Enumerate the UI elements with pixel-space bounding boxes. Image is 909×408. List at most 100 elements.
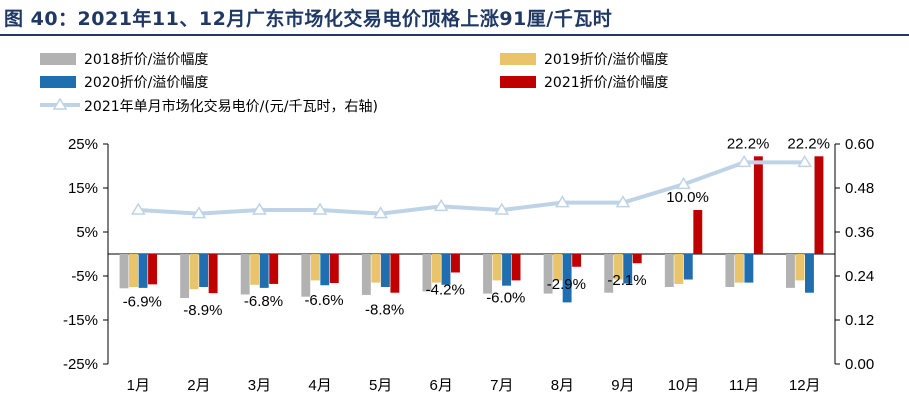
- data-label-4月: -6.6%: [304, 292, 343, 309]
- price-marker-7月: [494, 202, 510, 215]
- bar-2018-9月: [604, 254, 614, 293]
- bar-2020-6月: [441, 254, 451, 285]
- title-rule: [0, 34, 909, 36]
- bar-2020-8月: [562, 254, 572, 303]
- bar-2018-12月: [786, 254, 795, 288]
- data-label-5月: -8.8%: [365, 302, 404, 319]
- x-tick-label: 7月: [490, 377, 513, 394]
- bar-2018-7月: [483, 254, 492, 294]
- price-marker-5月: [373, 206, 388, 219]
- price-marker-2月: [191, 206, 207, 219]
- right-tick-label: 0.36: [845, 224, 874, 241]
- bar-2018-8月: [543, 254, 553, 294]
- bar-2018-2月: [180, 254, 190, 298]
- bar-2019-8月: [553, 254, 563, 281]
- bar-2020-10月: [683, 254, 693, 280]
- bar-2021-3月: [269, 254, 279, 284]
- x-tick-label: 1月: [127, 377, 150, 394]
- data-label-2月: -8.9%: [183, 302, 222, 319]
- x-tick-label: 5月: [369, 377, 392, 394]
- legend-swatch-3: [500, 76, 536, 88]
- legend-label-0: 2018折价/溢价幅度: [84, 52, 208, 68]
- bar-2021-8月: [572, 254, 582, 267]
- bar-2021-9月: [632, 254, 642, 264]
- data-label-12月: 22.2%: [787, 135, 830, 152]
- bar-2019-1月: [129, 254, 138, 287]
- x-tick-label: 12月: [789, 377, 821, 394]
- bar-2021-10月: [693, 210, 703, 254]
- legend-marker-triangle: [52, 97, 68, 110]
- chart-data-labels: -6.9% -8.9% -6.8% -6.6% -8.8% -4.2% -6.0% -2.9%…: [123, 135, 830, 319]
- data-label-7月: -6.0%: [486, 289, 525, 306]
- left-tick-label: 5%: [76, 224, 98, 241]
- right-tick-label: 0.24: [845, 268, 874, 285]
- bar-2019-7月: [492, 254, 502, 281]
- bar-2021-7月: [511, 254, 521, 281]
- bar-2018-3月: [240, 254, 250, 295]
- legend-swatch-2: [40, 76, 76, 88]
- right-tick-label: 0.48: [845, 180, 874, 197]
- bar-2021-12月: [814, 156, 824, 254]
- left-tick-label: -15%: [63, 312, 98, 329]
- bar-2020-9月: [623, 254, 633, 284]
- bar-2019-4月: [310, 254, 320, 281]
- bar-2020-2月: [199, 254, 209, 287]
- right-tick-label: 0.00: [845, 356, 874, 373]
- legend-label-3: 2021折价/溢价幅度: [544, 75, 668, 91]
- bar-2019-6月: [432, 254, 441, 283]
- data-label-6月: -4.2%: [426, 281, 465, 298]
- data-label-9月: -2.1%: [607, 272, 646, 289]
- data-label-8月: -2.9%: [547, 276, 586, 293]
- bar-2020-11月: [744, 254, 754, 283]
- data-label-3月: -6.8%: [244, 293, 283, 310]
- x-tick-label: 9月: [611, 377, 634, 394]
- bar-2019-2月: [189, 254, 199, 290]
- bar-2018-6月: [422, 254, 432, 292]
- bar-2018-4月: [301, 254, 311, 297]
- data-label-10月: 10.0%: [666, 189, 709, 206]
- bar-2021-4月: [329, 254, 339, 284]
- left-tick-label: 25%: [68, 136, 98, 153]
- x-tick-label: 10月: [668, 377, 700, 394]
- price-marker-12月: [797, 154, 813, 168]
- x-tick-label: 8月: [551, 377, 574, 394]
- right-tick-label: 0.60: [845, 136, 874, 153]
- left-tick-label: -25%: [63, 356, 98, 373]
- bar-2018-1月: [119, 254, 129, 289]
- chart-legend: 2018折价/溢价幅度 2019折价/溢价幅度 2020折价/溢价幅度 2021折价/…: [40, 52, 668, 115]
- chart-bars: [119, 156, 824, 303]
- bar-2020-3月: [259, 254, 269, 288]
- price-marker-6月: [433, 198, 449, 212]
- price-marker-9月: [615, 195, 631, 208]
- left-tick-label: -5%: [71, 268, 98, 285]
- bar-2019-12月: [795, 254, 805, 281]
- bar-2018-5月: [361, 254, 371, 295]
- bar-2021-1月: [148, 254, 157, 285]
- legend-label-2: 2020折价/溢价幅度: [84, 75, 208, 91]
- price-marker-8月: [555, 195, 570, 208]
- legend-swatch-1: [500, 53, 536, 65]
- bar-2019-11月: [734, 254, 744, 283]
- legend-label-1: 2019折价/溢价幅度: [544, 52, 668, 68]
- x-tick-label: 4月: [308, 377, 331, 394]
- bar-2018-11月: [725, 254, 735, 287]
- price-marker-1月: [130, 202, 146, 215]
- x-tick-label: 6月: [430, 377, 453, 394]
- price-marker-4月: [312, 202, 328, 215]
- legend-label-4: 2021年单月市场化交易电价/(元/千瓦时，右轴): [84, 98, 378, 115]
- x-tick-label: 11月: [729, 377, 760, 394]
- x-tick-label: 2月: [187, 377, 210, 394]
- bar-2020-5月: [380, 254, 390, 287]
- figure-title: 图 40：2021年11、12月广东市场化交易电价顶格上涨91厘/千瓦时: [4, 8, 613, 30]
- bar-2019-9月: [613, 254, 623, 280]
- bar-2019-5月: [371, 254, 381, 283]
- bar-2021-5月: [390, 254, 400, 293]
- right-tick-label: 0.12: [845, 312, 874, 329]
- price-marker-3月: [252, 202, 267, 215]
- bar-2021-2月: [208, 254, 218, 294]
- bar-2020-4月: [320, 254, 330, 286]
- bar-2021-6月: [451, 254, 460, 273]
- price-marker-10月: [676, 176, 691, 190]
- bar-2020-12月: [805, 254, 814, 293]
